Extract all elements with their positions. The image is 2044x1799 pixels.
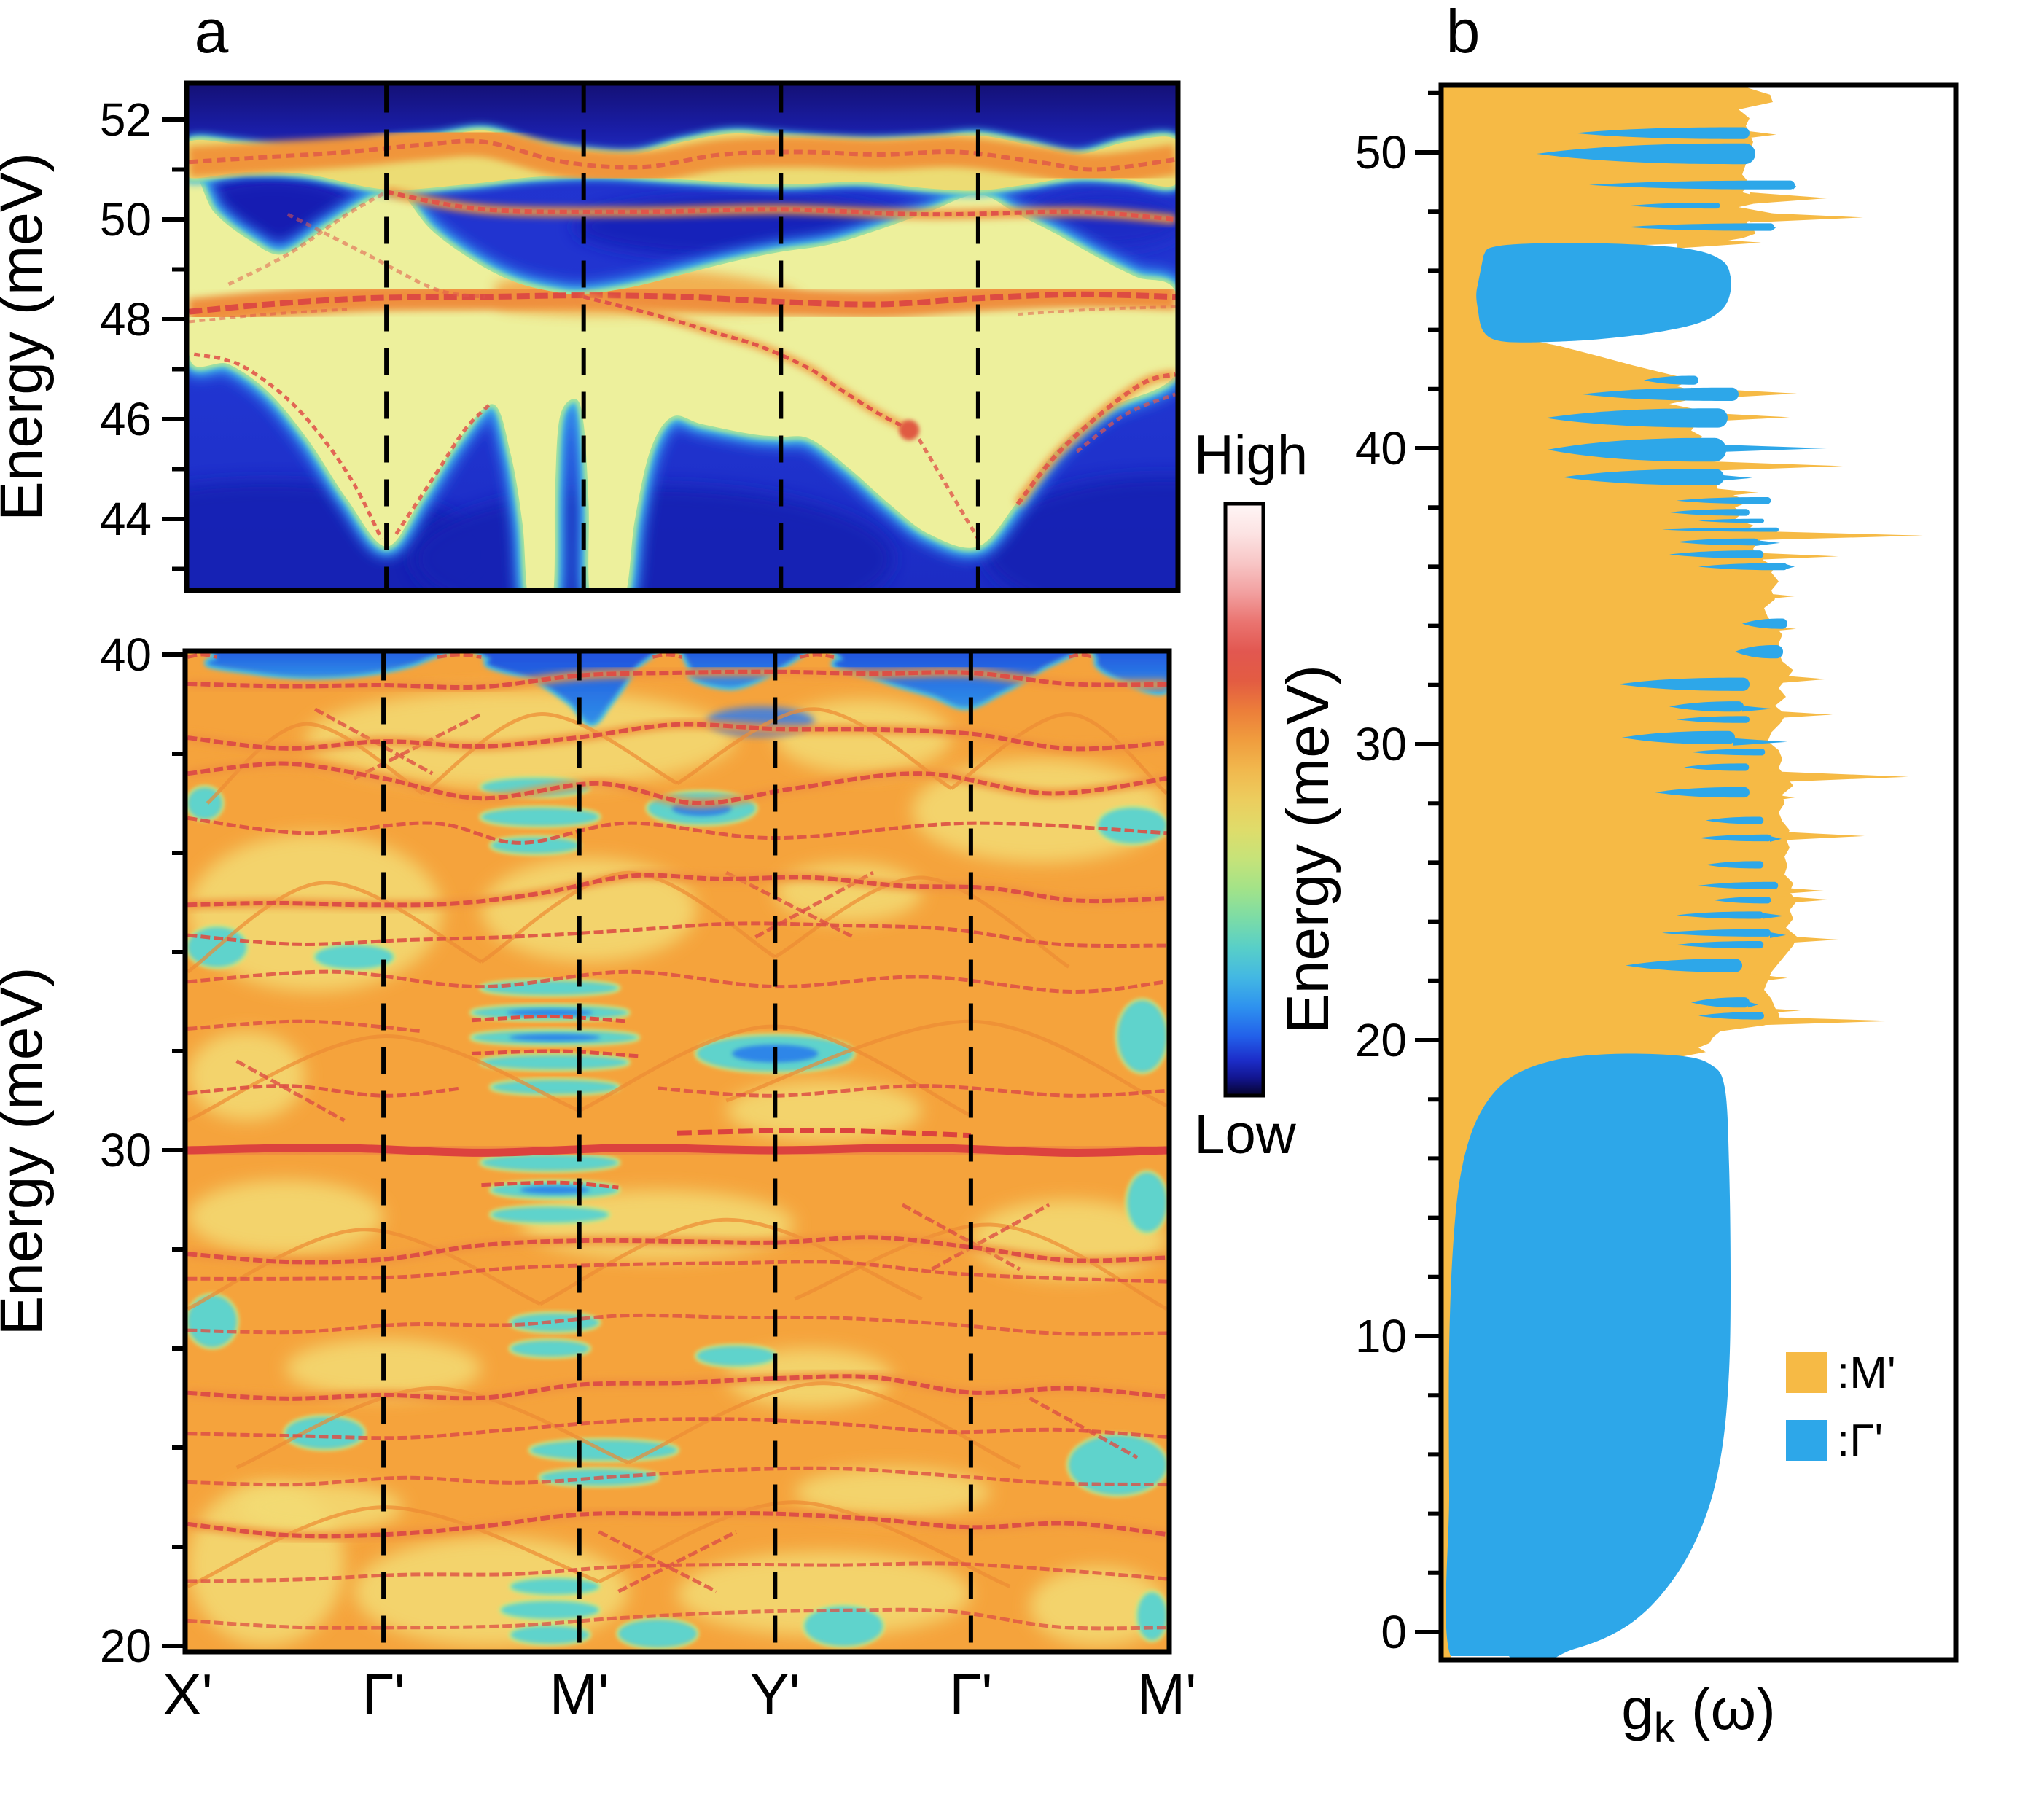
svg-text:40: 40	[1355, 422, 1407, 475]
svg-text:Energy (meV): Energy (meV)	[0, 967, 55, 1336]
svg-text:Γ': Γ'	[362, 1662, 405, 1727]
svg-text:50: 50	[1355, 126, 1407, 179]
svg-text:40: 40	[100, 628, 152, 681]
svg-text:30: 30	[100, 1124, 152, 1176]
svg-text:Γ': Γ'	[949, 1662, 992, 1727]
svg-text:0: 0	[1381, 1606, 1407, 1658]
svg-text:Low: Low	[1194, 1104, 1297, 1166]
svg-text:44: 44	[100, 493, 152, 545]
svg-text:20: 20	[1355, 1014, 1407, 1066]
svg-text:Energy (meV): Energy (meV)	[0, 152, 55, 521]
svg-text:b: b	[1446, 0, 1481, 66]
svg-text:30: 30	[1355, 718, 1407, 770]
svg-text:48: 48	[100, 293, 152, 346]
svg-text:M': M'	[1137, 1662, 1197, 1727]
svg-text:Energy (meV): Energy (meV)	[1275, 665, 1341, 1034]
svg-text:20: 20	[100, 1620, 152, 1672]
svg-text:46: 46	[100, 393, 152, 445]
svg-text:gk (ω): gk (ω)	[1621, 1677, 1775, 1752]
svg-text:X': X'	[163, 1662, 213, 1727]
svg-text::Γ': :Γ'	[1837, 1416, 1883, 1466]
svg-text:High: High	[1194, 424, 1308, 486]
svg-text::M': :M'	[1837, 1348, 1896, 1398]
svg-text:50: 50	[100, 193, 152, 246]
svg-text:a: a	[195, 0, 229, 66]
svg-text:Y': Y'	[750, 1662, 800, 1727]
svg-text:52: 52	[100, 93, 152, 146]
svg-text:M': M'	[550, 1662, 609, 1727]
svg-text:10: 10	[1355, 1310, 1407, 1362]
